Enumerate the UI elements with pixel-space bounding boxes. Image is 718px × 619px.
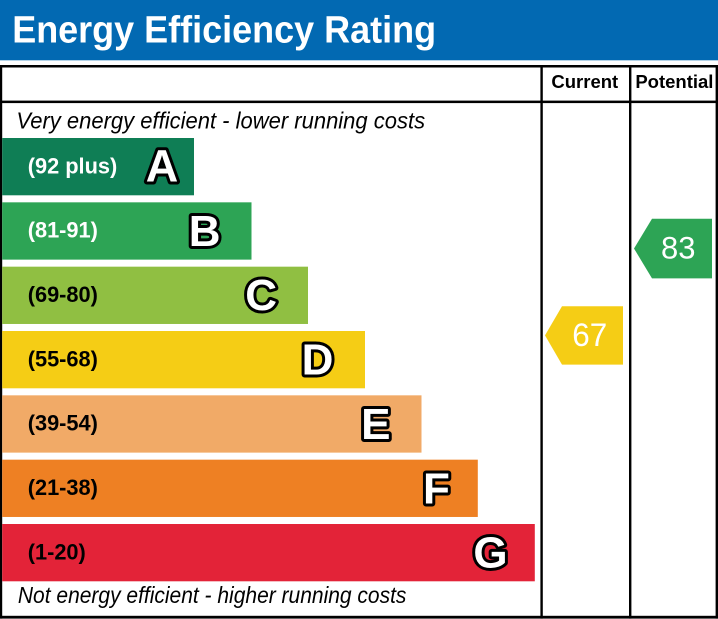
svg-text:Very energy efficient - lower: Very energy efficient - lower running co… bbox=[16, 108, 425, 133]
svg-text:B: B bbox=[189, 207, 221, 256]
svg-text:(81-91): (81-91) bbox=[28, 217, 98, 242]
svg-text:Current: Current bbox=[551, 71, 618, 92]
svg-text:Not energy efficient - higher: Not energy efficient - higher running co… bbox=[18, 582, 407, 608]
svg-text:G: G bbox=[473, 529, 507, 578]
svg-text:(39-54): (39-54) bbox=[28, 411, 98, 436]
svg-text:(55-68): (55-68) bbox=[28, 346, 98, 371]
svg-text:Potential: Potential bbox=[635, 71, 713, 92]
svg-text:83: 83 bbox=[661, 230, 695, 265]
svg-text:(1-20): (1-20) bbox=[28, 539, 86, 564]
svg-text:F: F bbox=[423, 464, 450, 513]
svg-text:D: D bbox=[302, 336, 334, 385]
svg-text:67: 67 bbox=[572, 317, 607, 353]
svg-text:(21-38): (21-38) bbox=[28, 475, 98, 500]
svg-text:C: C bbox=[245, 271, 277, 320]
svg-text:E: E bbox=[361, 400, 390, 449]
svg-text:Energy Efficiency Rating: Energy Efficiency Rating bbox=[12, 9, 436, 51]
svg-text:(92 plus): (92 plus) bbox=[28, 153, 118, 178]
svg-text:(69-80): (69-80) bbox=[28, 282, 98, 307]
svg-text:A: A bbox=[146, 141, 179, 192]
